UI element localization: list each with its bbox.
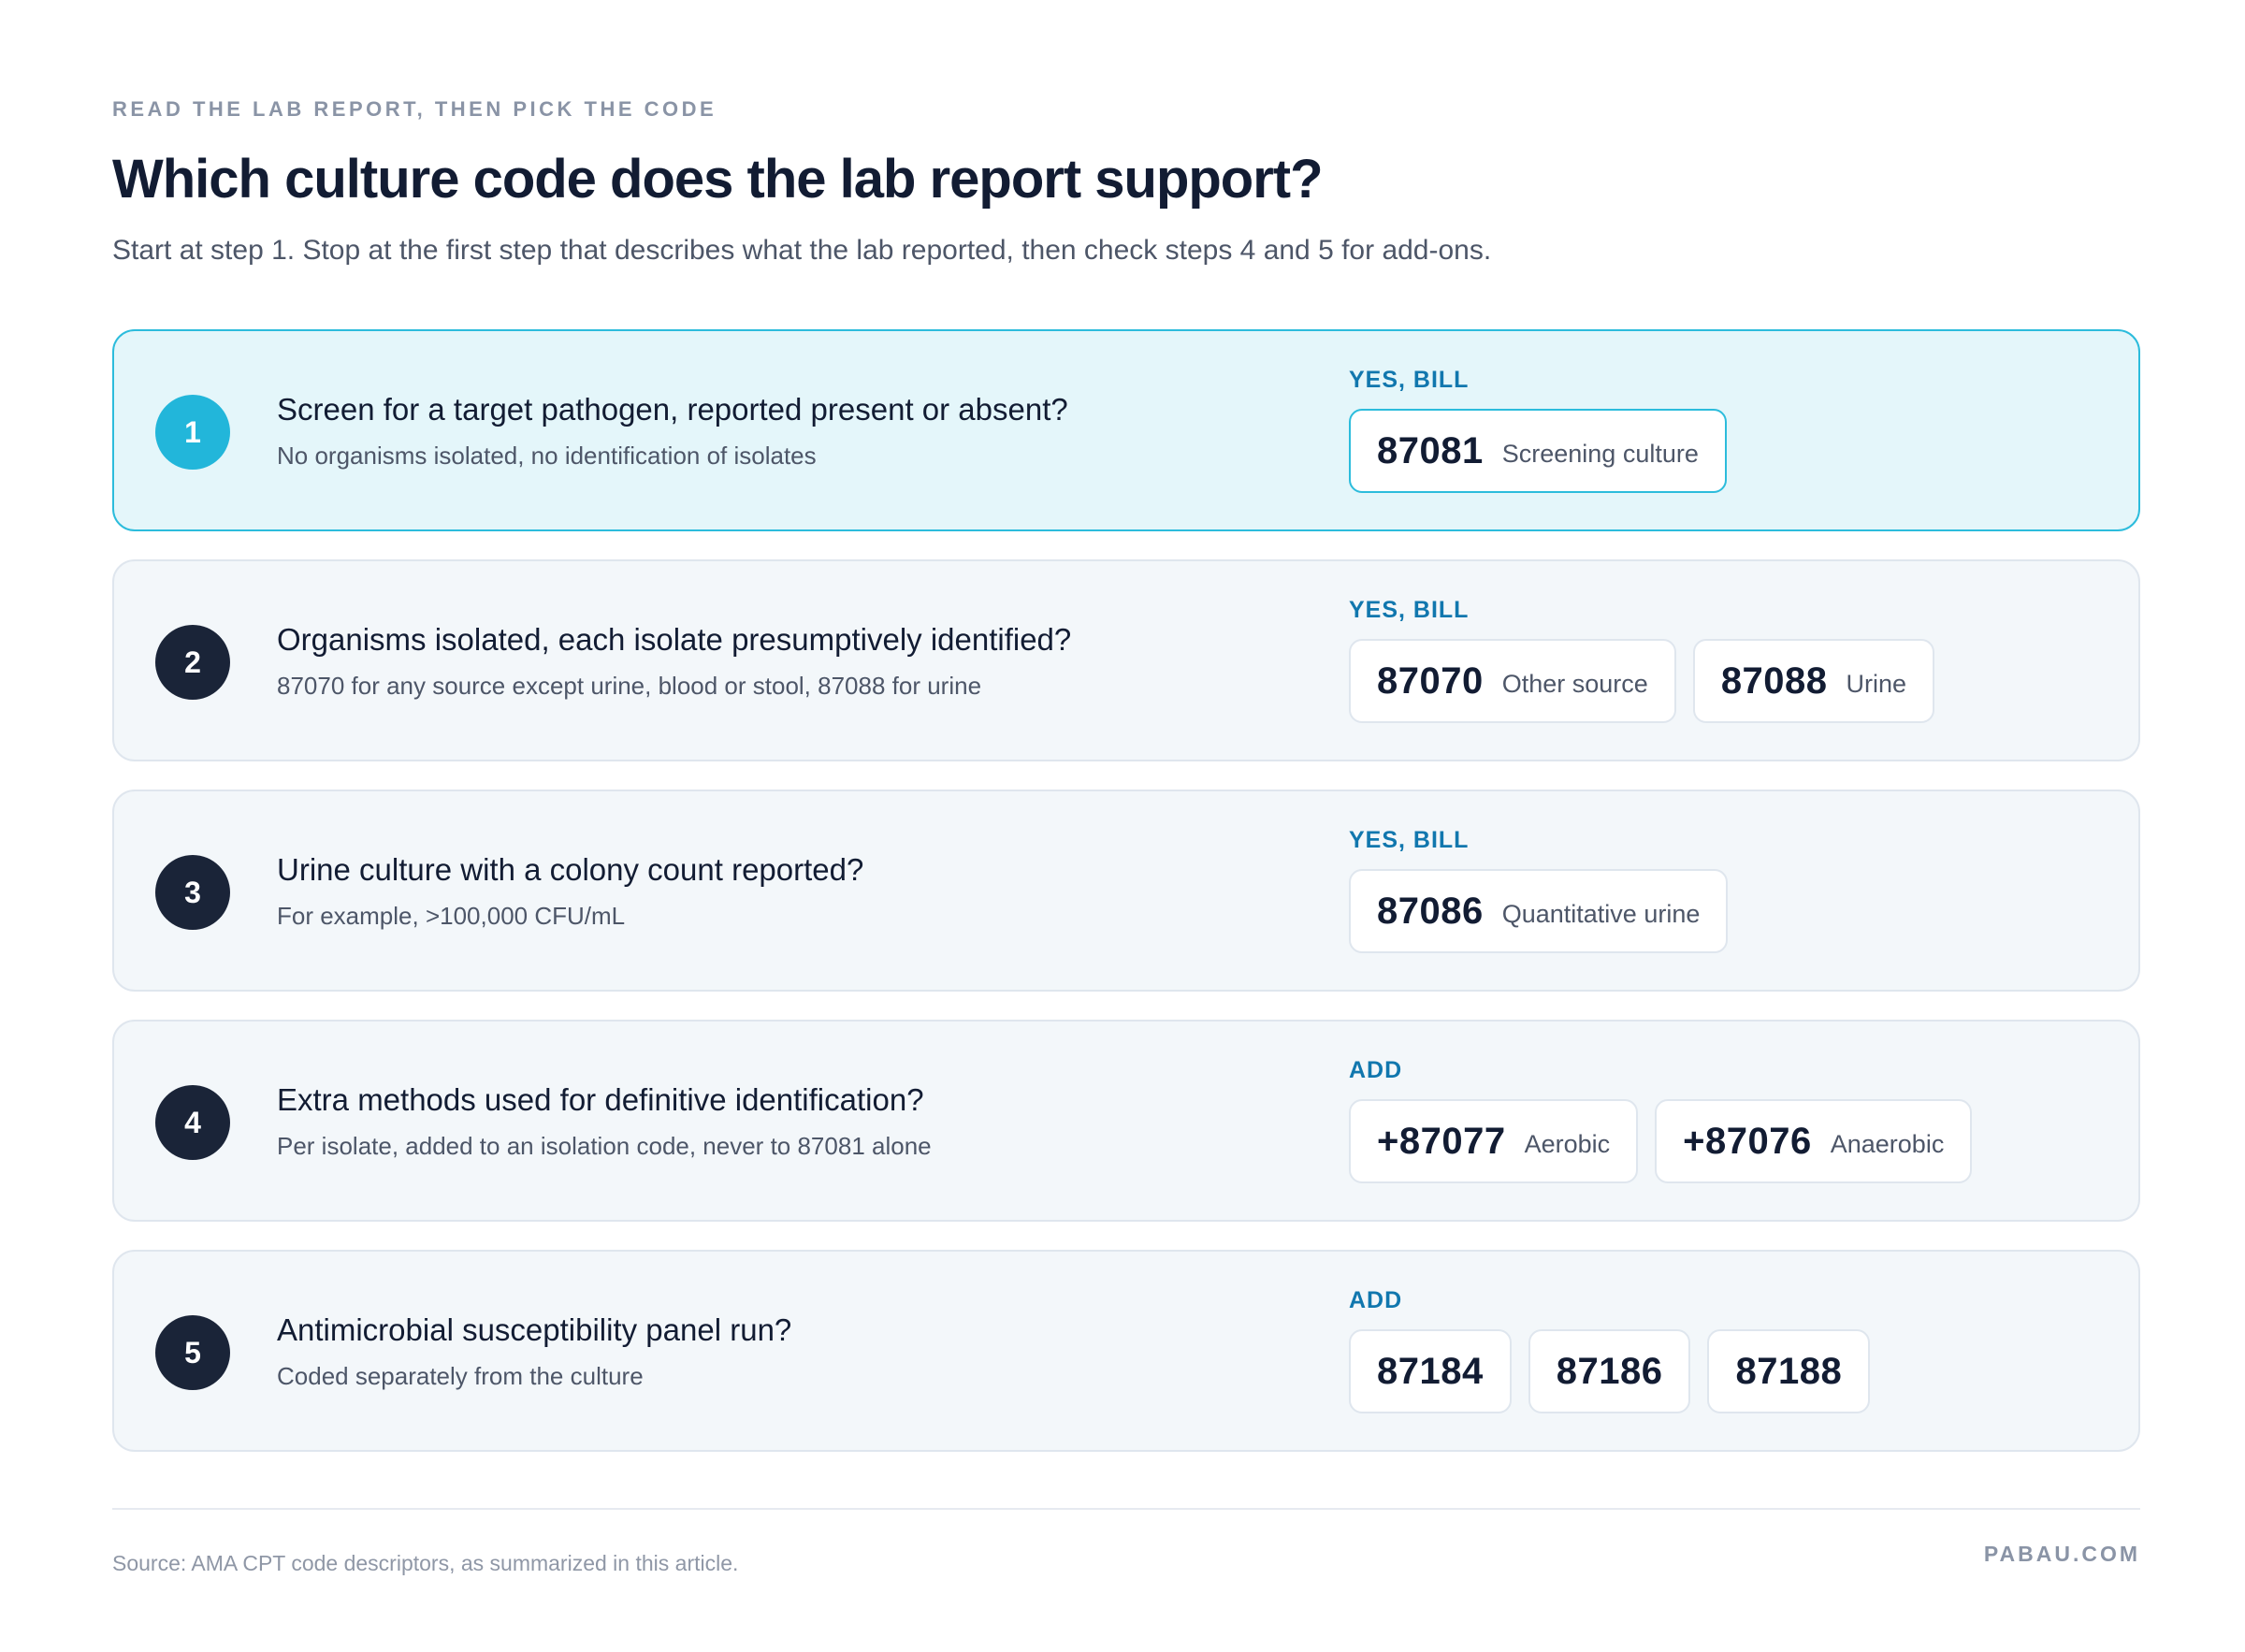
step-question: Antimicrobial susceptibility panel run?: [277, 1312, 792, 1347]
code-chips: +87077 Aerobic +87076 Anaerobic: [1349, 1099, 1973, 1183]
cpt-code: +87077: [1377, 1120, 1506, 1162]
cpt-code: 87086: [1377, 890, 1484, 932]
step-question-block: Extra methods used for definitive identi…: [277, 1081, 1399, 1161]
step-codes: YES, BILL 87086 Quantitative urine: [1349, 827, 1729, 953]
cpt-code: 87184: [1377, 1350, 1484, 1392]
step-question: Screen for a target pathogen, reported p…: [277, 392, 1068, 427]
cpt-code: 87070: [1377, 659, 1484, 702]
source-note: Source: AMA CPT code descriptors, as sum…: [112, 1551, 739, 1575]
code-chip: 87086 Quantitative urine: [1349, 869, 1729, 953]
code-description: Other source: [1501, 669, 1648, 698]
step-question: Extra methods used for definitive identi…: [277, 1082, 924, 1117]
code-chip: 87088 Urine: [1692, 639, 1935, 723]
step-detail: Per isolate, added to an isolation code,…: [277, 1131, 932, 1160]
code-description: Anaerobic: [1830, 1129, 1945, 1158]
page-title: Which culture code does the lab report s…: [112, 149, 1324, 210]
code-chips: 87081 Screening culture: [1349, 409, 1727, 493]
step-card-3: 3 Urine culture with a colony count repor…: [112, 790, 2140, 992]
code-chip: 87081 Screening culture: [1349, 409, 1727, 493]
cpt-code: 87081: [1377, 429, 1484, 471]
step-number: 4: [155, 1085, 230, 1160]
code-chip: 87188: [1707, 1329, 1871, 1413]
step-number: 5: [155, 1315, 230, 1390]
verdict-label: YES, BILL: [1349, 827, 1470, 853]
step-question-block: Urine culture with a colony count report…: [277, 851, 1399, 931]
step-detail: Coded separately from the culture: [277, 1361, 644, 1390]
code-chips: 87184 87186 87188: [1349, 1329, 1871, 1413]
code-chip: 87184: [1349, 1329, 1512, 1413]
step-question-block: Screen for a target pathogen, reported p…: [277, 391, 1399, 471]
step-codes: ADD 87184 87186 87188: [1349, 1287, 1871, 1413]
step-card-4: 4 Extra methods used for definitive ident…: [112, 1020, 2140, 1222]
step-codes: YES, BILL 87081 Screening culture: [1349, 367, 1727, 493]
step-card-1: 1 Screen for a target pathogen, reported …: [112, 329, 2140, 531]
verdict-label: YES, BILL: [1349, 597, 1470, 623]
step-question-block: Antimicrobial susceptibility panel run? C…: [277, 1311, 1399, 1391]
step-codes: YES, BILL 87070 Other source 87088 Urine: [1349, 597, 1935, 723]
step-card-5: 5 Antimicrobial susceptibility panel run?…: [112, 1250, 2140, 1452]
step-question: Organisms isolated, each isolate presump…: [277, 622, 1072, 657]
code-chip: +87077 Aerobic: [1349, 1099, 1639, 1183]
step-detail: 87070 for any source except urine, blood…: [277, 671, 982, 700]
code-description: Screening culture: [1501, 439, 1699, 468]
cpt-code: 87186: [1556, 1350, 1663, 1392]
step-detail: No organisms isolated, no identification…: [277, 441, 817, 470]
step-codes: ADD +87077 Aerobic +87076 Anaerobic: [1349, 1057, 1973, 1183]
cpt-code: 87188: [1735, 1350, 1843, 1392]
code-description: Urine: [1846, 669, 1907, 698]
step-detail: For example, >100,000 CFU/mL: [277, 901, 626, 930]
step-card-2: 2 Organisms isolated, each isolate presum…: [112, 559, 2140, 761]
code-chip: +87076 Anaerobic: [1655, 1099, 1973, 1183]
footer-divider: [112, 1508, 2140, 1510]
verdict-label: ADD: [1349, 1287, 1403, 1313]
verdict-label: YES, BILL: [1349, 367, 1470, 393]
brand-mark: PABAU.COM: [1983, 1542, 2140, 1566]
step-number: 1: [155, 395, 230, 470]
code-chip: 87070 Other source: [1349, 639, 1676, 723]
cpt-code: 87088: [1720, 659, 1828, 702]
steps-list: 1 Screen for a target pathogen, reported …: [112, 329, 2140, 1480]
page-subtitle: Start at step 1. Stop at the first step …: [112, 234, 1492, 266]
code-description: Quantitative urine: [1501, 899, 1701, 928]
cpt-code: +87076: [1683, 1120, 1812, 1162]
code-chips: 87086 Quantitative urine: [1349, 869, 1729, 953]
step-number: 3: [155, 855, 230, 930]
verdict-label: ADD: [1349, 1057, 1403, 1083]
step-number: 2: [155, 625, 230, 700]
step-question-block: Organisms isolated, each isolate presump…: [277, 621, 1399, 701]
code-chips: 87070 Other source 87088 Urine: [1349, 639, 1935, 723]
eyebrow: READ THE LAB REPORT, THEN PICK THE CODE: [112, 97, 717, 121]
code-description: Aerobic: [1524, 1129, 1611, 1158]
code-chip: 87186: [1528, 1329, 1691, 1413]
decision-guide: READ THE LAB REPORT, THEN PICK THE CODE …: [112, 97, 2140, 1452]
step-question: Urine culture with a colony count report…: [277, 852, 864, 887]
